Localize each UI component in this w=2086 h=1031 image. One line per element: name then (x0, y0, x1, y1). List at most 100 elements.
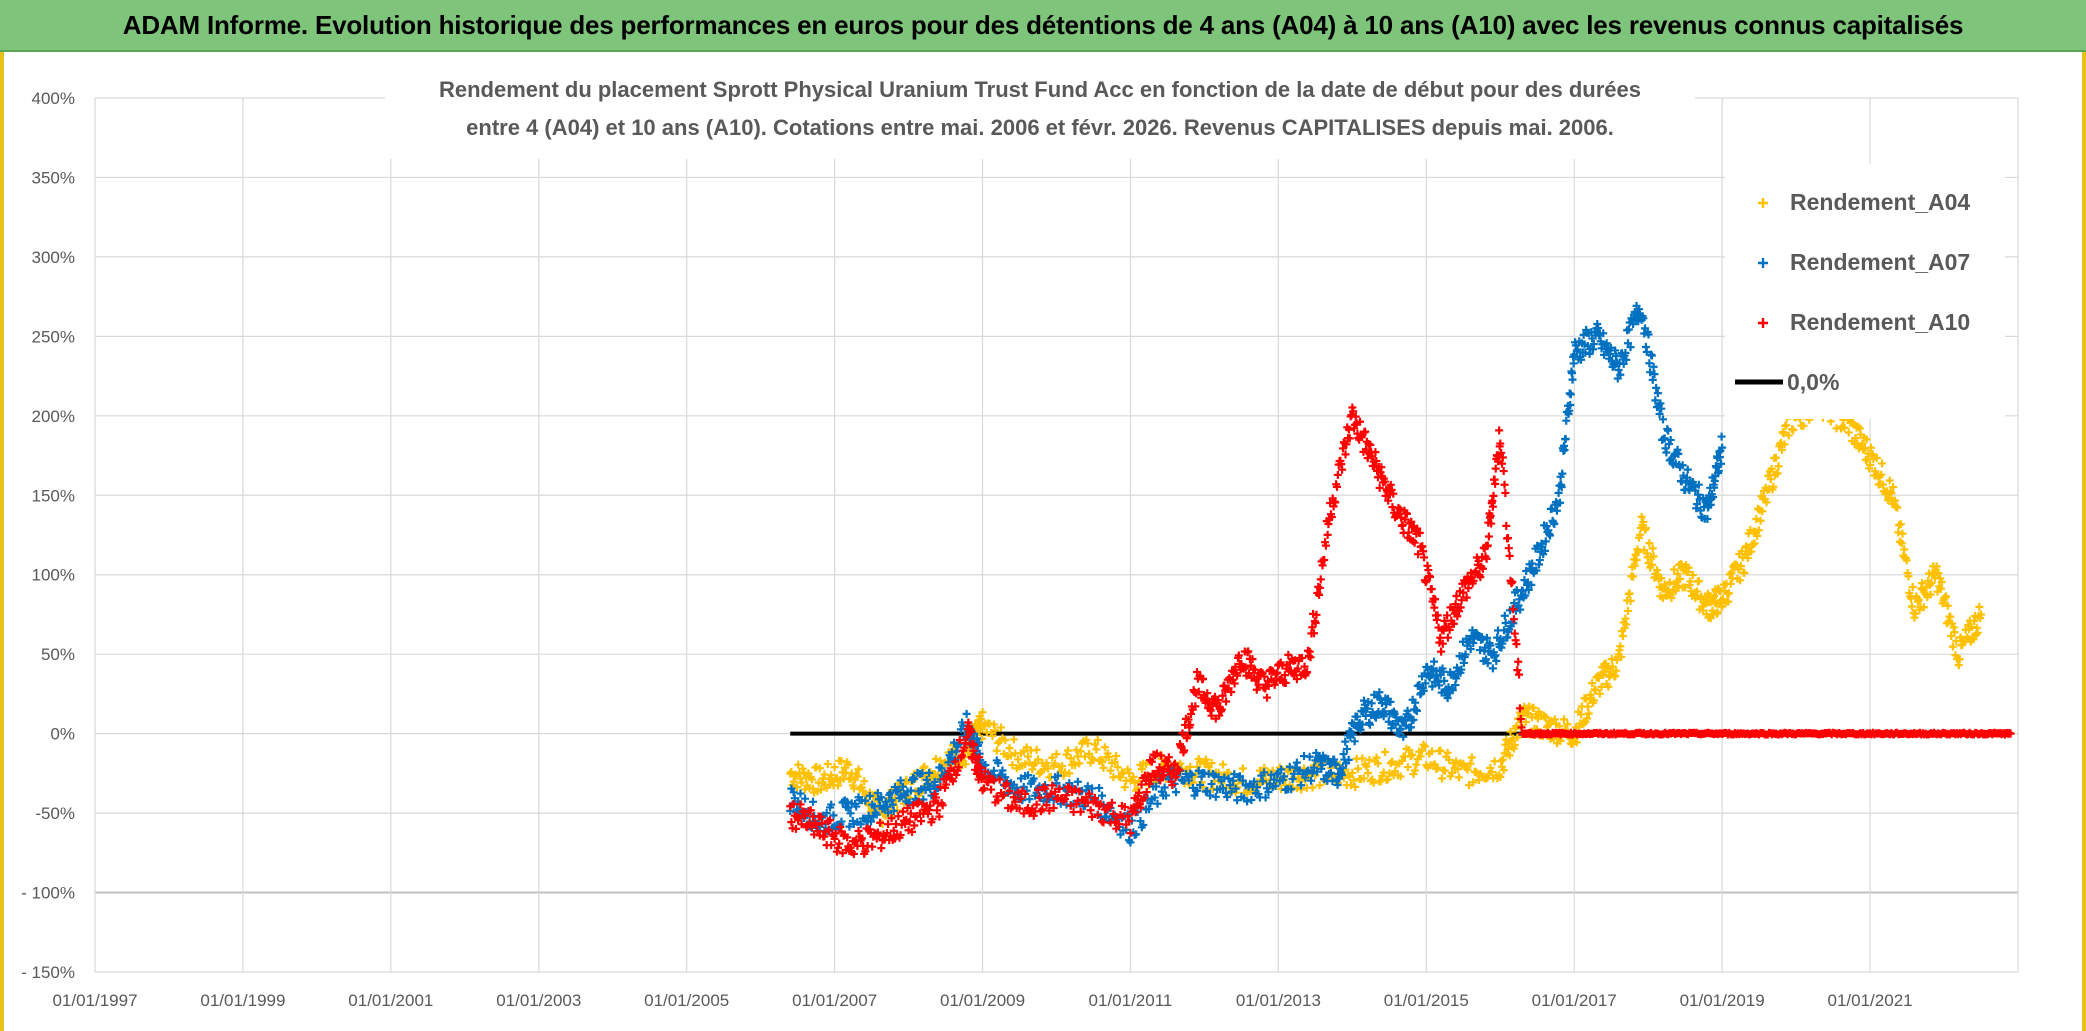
y-tick-label: - 100% (21, 884, 75, 903)
data-point (1693, 490, 1702, 499)
data-point (1227, 687, 1236, 696)
data-point (1453, 612, 1462, 621)
data-point (1602, 339, 1611, 348)
data-point (1152, 749, 1161, 758)
data-point (1552, 506, 1561, 515)
data-point (1038, 805, 1047, 814)
data-point (1651, 396, 1660, 405)
data-point (1484, 532, 1493, 541)
chart-title-line: Rendement du placement Sprott Physical U… (439, 77, 1641, 102)
data-point (994, 759, 1003, 768)
y-tick-label: 150% (32, 486, 75, 505)
data-point (1332, 482, 1341, 491)
data-point (1061, 795, 1070, 804)
data-point (1624, 325, 1633, 334)
data-point (844, 803, 853, 812)
data-point (830, 763, 839, 772)
data-point (910, 821, 919, 830)
data-point (1231, 784, 1240, 793)
data-point (1713, 608, 1722, 617)
data-point (1769, 482, 1778, 491)
data-point (1583, 702, 1592, 711)
data-point (1372, 753, 1381, 762)
data-point (1433, 763, 1442, 772)
data-point (811, 819, 820, 828)
data-point (1664, 440, 1673, 449)
data-point (834, 843, 843, 852)
data-point (1307, 776, 1316, 785)
data-point (1453, 765, 1462, 774)
data-point (1058, 762, 1067, 771)
data-point (1777, 446, 1786, 455)
data-point (1051, 759, 1060, 768)
data-point (1487, 519, 1496, 528)
data-point (1024, 752, 1033, 761)
data-point (1313, 767, 1322, 776)
data-point (1372, 456, 1381, 465)
data-point (1584, 709, 1593, 718)
data-point (1115, 819, 1124, 828)
data-point (1309, 763, 1318, 772)
data-point (1694, 576, 1703, 585)
data-point (978, 708, 987, 717)
data-point (1977, 610, 1986, 619)
data-point (1681, 583, 1690, 592)
data-point (1433, 611, 1442, 620)
data-point (1600, 667, 1609, 676)
data-point (1655, 409, 1664, 418)
data-point (1130, 778, 1139, 787)
data-point (1301, 773, 1310, 782)
data-point (1193, 786, 1202, 795)
data-point (1113, 763, 1122, 772)
data-point (1866, 443, 1875, 452)
data-point (827, 771, 836, 780)
data-point (1373, 759, 1382, 768)
data-point (1035, 793, 1044, 802)
data-point (846, 774, 855, 783)
data-point (998, 766, 1007, 775)
data-point (1599, 329, 1608, 338)
y-tick-label: 250% (32, 327, 75, 346)
data-point (1376, 777, 1385, 786)
data-point (1622, 620, 1631, 629)
data-point (1070, 785, 1079, 794)
data-point (1622, 355, 1631, 364)
data-point (882, 802, 891, 811)
data-point (1789, 426, 1798, 435)
data-point (827, 800, 836, 809)
data-point (1002, 779, 1011, 788)
data-point (1304, 766, 1313, 775)
data-point (1937, 577, 1946, 586)
data-point (1429, 657, 1438, 666)
data-point (992, 746, 1001, 755)
data-point (1649, 552, 1658, 561)
data-point (789, 788, 798, 797)
data-point (816, 785, 825, 794)
data-point (1546, 531, 1555, 540)
data-point (1670, 565, 1679, 574)
data-point (1555, 722, 1564, 731)
data-point (1409, 715, 1418, 724)
data-point (1273, 668, 1282, 677)
data-point (975, 753, 984, 762)
data-point (967, 727, 976, 736)
data-point (1616, 642, 1625, 651)
data-point (944, 758, 953, 767)
data-point (1260, 768, 1269, 777)
data-point (1660, 434, 1669, 443)
data-point (1513, 666, 1522, 675)
data-point (1323, 530, 1332, 539)
data-point (1105, 803, 1114, 812)
data-point (1779, 429, 1788, 438)
data-point (854, 765, 863, 774)
data-point (1351, 782, 1360, 791)
data-point (1318, 761, 1327, 770)
data-point (1034, 785, 1043, 794)
data-point (1223, 793, 1232, 802)
data-point (1371, 448, 1380, 457)
data-point (1476, 573, 1485, 582)
data-point (823, 759, 832, 768)
data-point (1474, 556, 1483, 565)
data-point (2006, 729, 2015, 738)
y-tick-label: 350% (32, 168, 75, 187)
